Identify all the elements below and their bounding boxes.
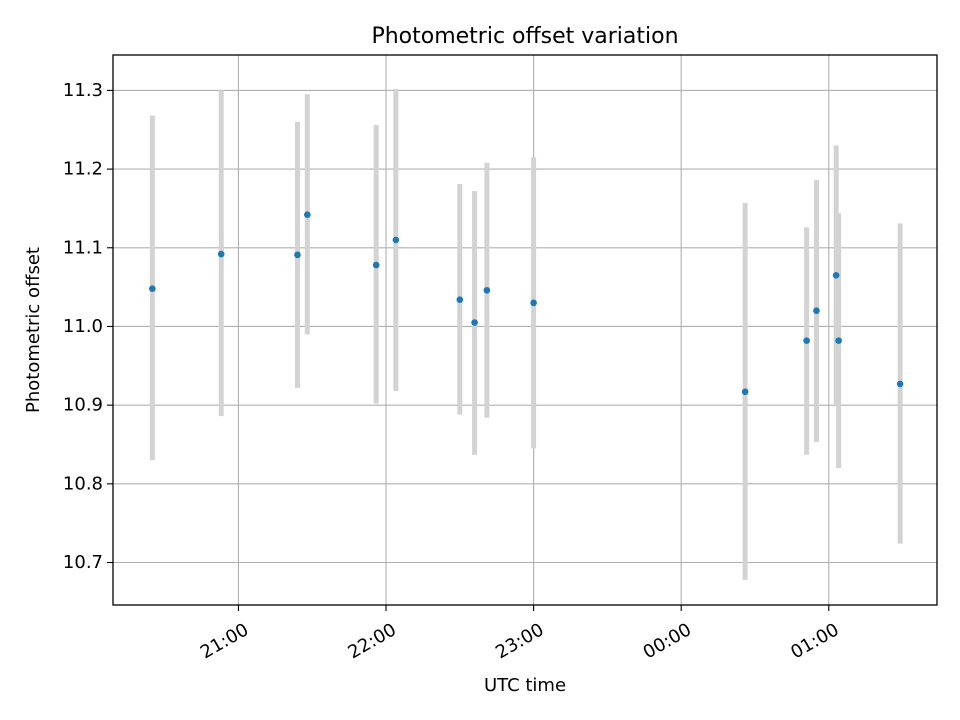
y-tick-label: 11.1 [63, 237, 103, 258]
data-point [294, 251, 301, 259]
data-point [803, 337, 810, 344]
y-tick-label: 10.8 [63, 473, 103, 494]
data-point [471, 319, 478, 326]
data-point [304, 211, 311, 219]
y-tick-label: 11.2 [63, 159, 103, 180]
data-point [813, 307, 820, 315]
data-point [835, 337, 842, 344]
data-point [530, 299, 537, 307]
data-point [149, 285, 156, 292]
data-point [483, 286, 491, 294]
y-tick-label: 11.0 [63, 316, 103, 337]
data-point [832, 272, 840, 279]
chart-title: Photometric offset variation [371, 24, 678, 49]
data-point [741, 388, 749, 396]
data-points [149, 211, 904, 396]
y-tick-label: 11.3 [63, 80, 103, 101]
plot-area-frame [112, 54, 938, 606]
y-tick-label: 10.9 [63, 395, 103, 416]
x-axis-label: UTC time [484, 675, 566, 696]
data-point [456, 296, 464, 304]
data-point [372, 261, 380, 269]
y-tick-label: 10.7 [63, 552, 103, 573]
y-axis-ticks: 10.7 10.8 10.9 11.0 11.1 11.2 11.3 [63, 80, 113, 573]
data-point [392, 236, 400, 244]
data-point [896, 380, 904, 388]
data-point [217, 250, 225, 258]
y-axis-label: Photometric offset [23, 247, 44, 413]
